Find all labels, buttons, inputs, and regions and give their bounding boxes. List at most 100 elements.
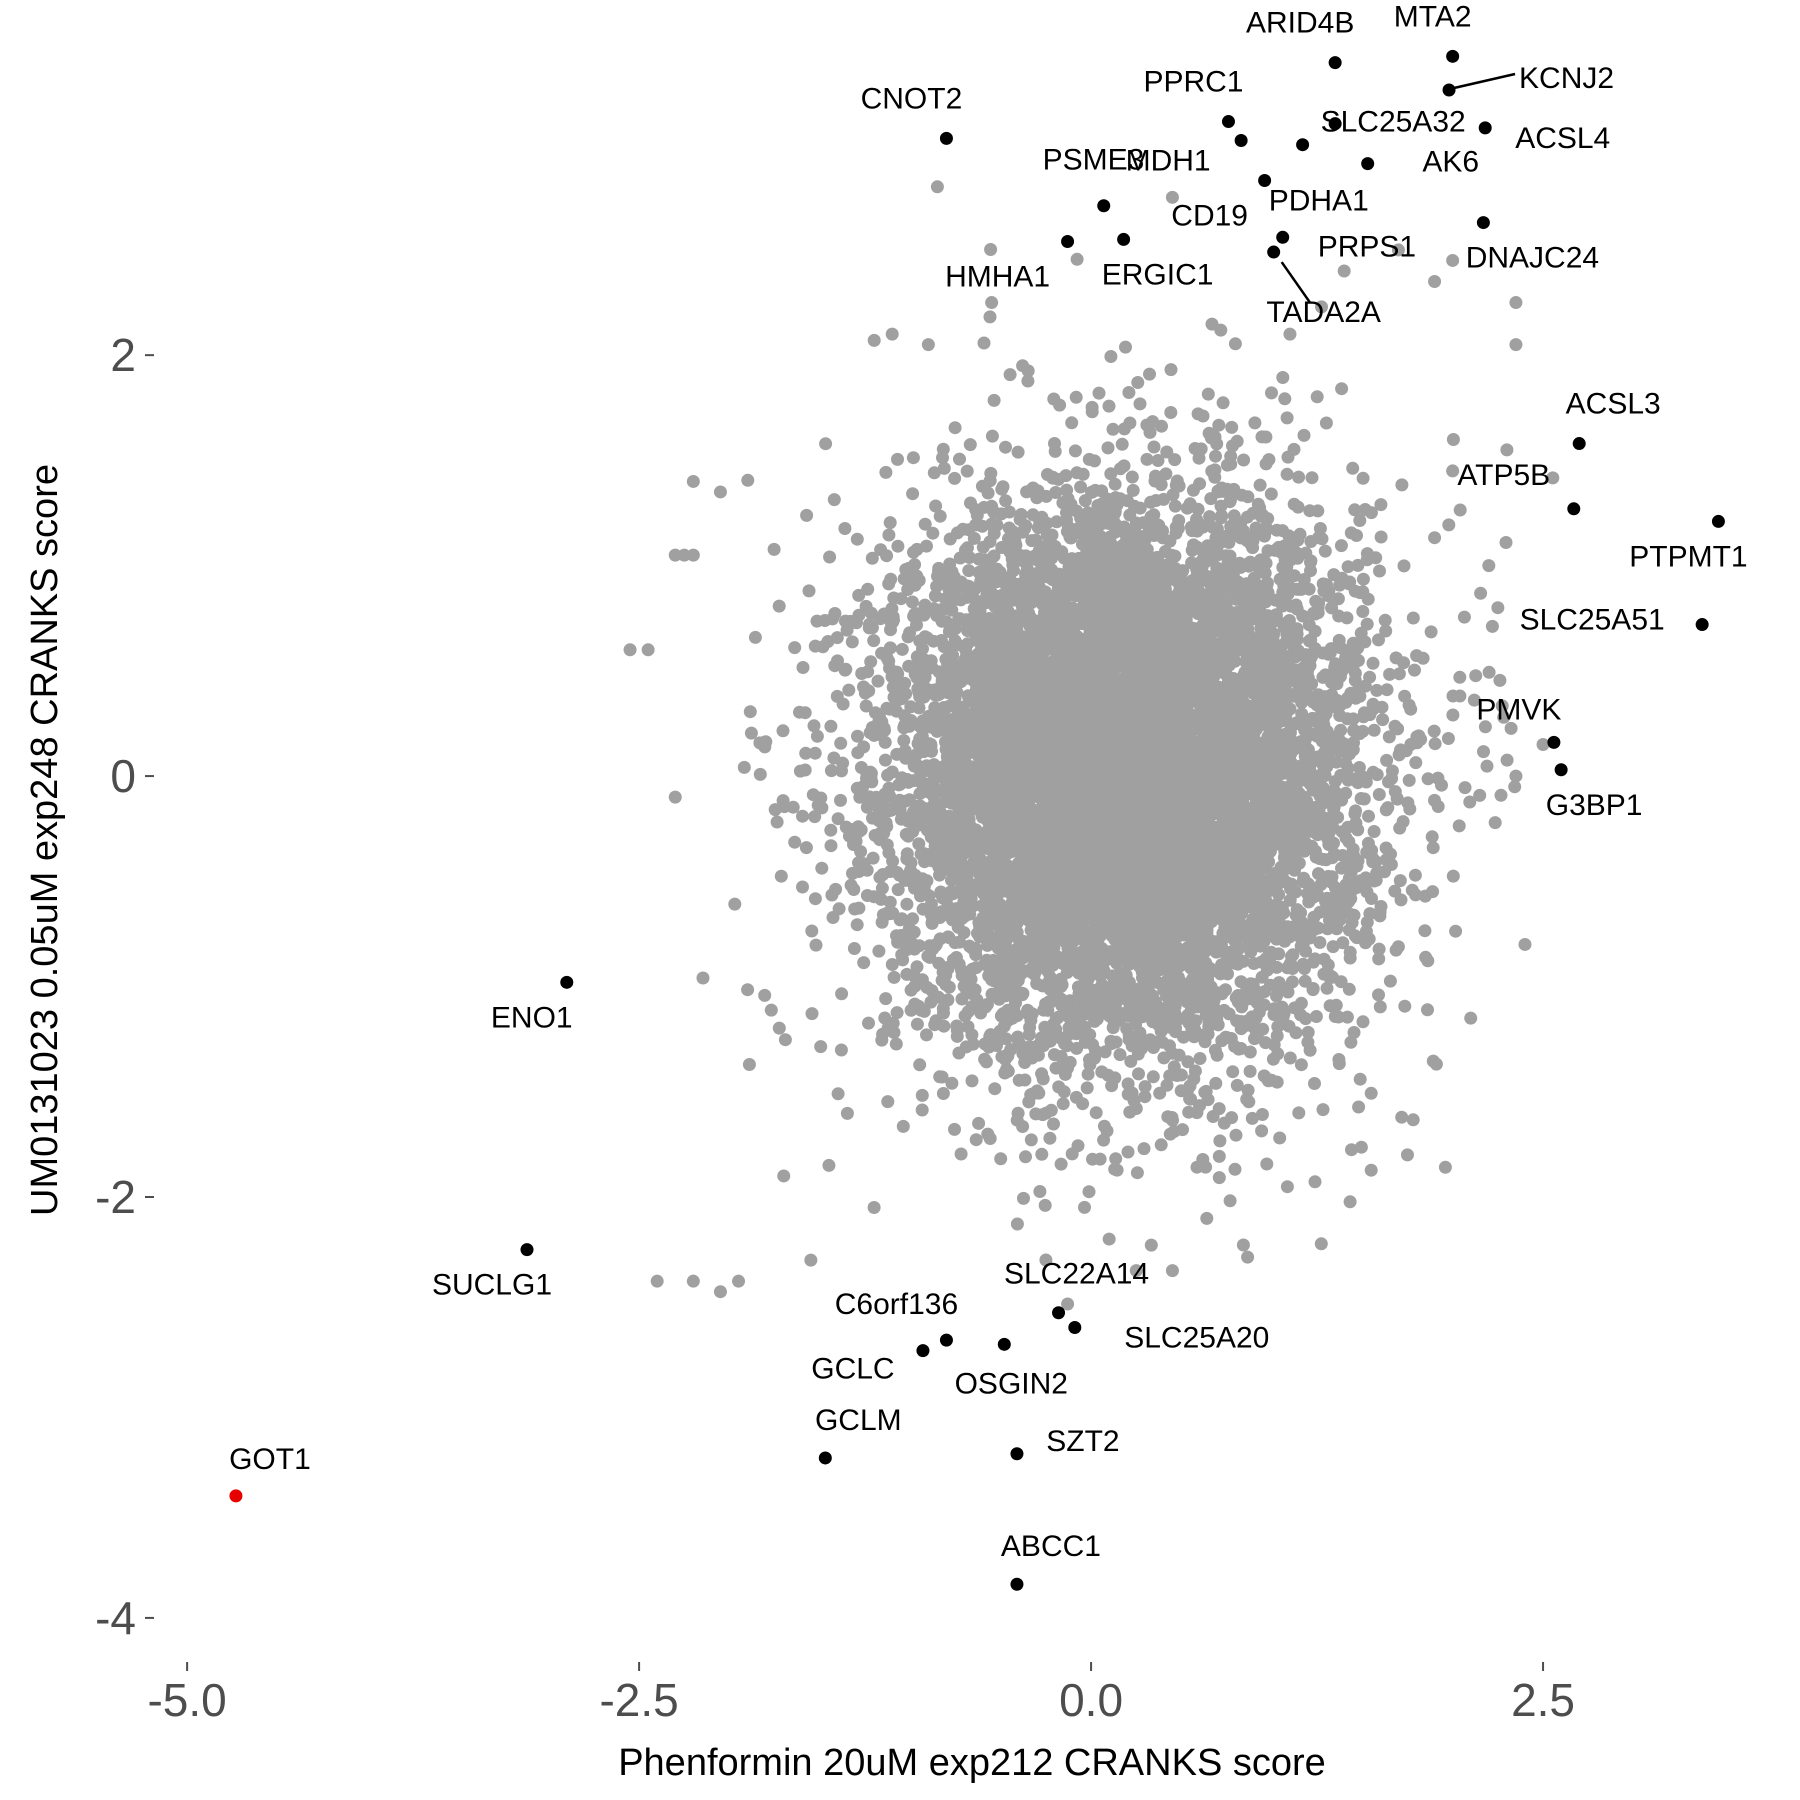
background-gene-point	[1194, 442, 1208, 456]
background-gene-point	[866, 851, 880, 865]
background-gene-point	[1061, 1297, 1075, 1311]
background-gene-point	[918, 517, 932, 531]
background-gene-point	[1228, 1162, 1242, 1176]
background-gene-point	[805, 1007, 819, 1021]
background-gene-point	[1123, 1105, 1137, 1119]
background-gene-point	[1323, 913, 1336, 927]
background-gene-point	[969, 961, 983, 975]
background-gene-point	[1230, 434, 1244, 448]
background-gene-point	[1241, 1250, 1255, 1264]
background-gene-point	[824, 764, 838, 778]
background-gene-point	[1199, 1084, 1213, 1098]
background-gene-point	[1367, 825, 1381, 838]
background-gene-point	[834, 793, 847, 807]
background-gene-point	[900, 897, 914, 911]
background-gene-point	[1259, 1036, 1272, 1050]
background-gene-point	[1370, 683, 1384, 697]
background-gene-point	[1354, 1140, 1368, 1154]
background-gene-point	[891, 883, 905, 897]
background-gene-point	[1145, 1005, 1159, 1018]
background-gene-point	[1318, 544, 1332, 558]
background-gene-point	[1404, 702, 1418, 716]
background-gene-point	[912, 837, 926, 851]
background-gene-point	[939, 978, 953, 991]
background-gene-point	[878, 753, 892, 767]
background-gene-point	[887, 970, 901, 984]
background-gene-point	[1382, 730, 1396, 744]
background-gene-point	[1147, 440, 1161, 454]
background-gene-point	[1406, 611, 1420, 625]
background-gene-point	[1043, 1131, 1057, 1145]
background-gene-point	[1169, 526, 1183, 540]
background-gene-point	[1315, 300, 1328, 314]
background-gene-point	[847, 942, 861, 955]
background-gene-point	[1389, 651, 1403, 665]
background-gene-point	[1364, 1163, 1378, 1177]
background-gene-point	[1357, 792, 1371, 806]
background-gene-point	[954, 1147, 968, 1161]
background-gene-point	[879, 992, 893, 1006]
background-gene-point	[1115, 437, 1129, 451]
background-gene-point	[1019, 1150, 1032, 1164]
background-gene-point	[1011, 445, 1025, 459]
background-gene-point	[1200, 1211, 1214, 1225]
background-gene-point	[1332, 1053, 1346, 1066]
background-gene-point	[865, 551, 879, 565]
background-gene-point	[831, 812, 845, 826]
background-gene-point	[741, 473, 755, 487]
background-gene-point	[1303, 1043, 1317, 1057]
background-gene-point	[1340, 611, 1354, 625]
background-gene-point	[772, 599, 786, 613]
background-gene-point	[1383, 667, 1397, 681]
background-gene-point	[835, 987, 849, 1001]
background-gene-point	[987, 393, 1001, 407]
background-gene-point	[1292, 1106, 1306, 1120]
background-gene-point	[744, 726, 758, 740]
background-gene-point	[834, 1043, 848, 1057]
background-gene-point	[1213, 1134, 1227, 1148]
background-gene-point	[1478, 720, 1492, 734]
background-gene-point	[867, 634, 881, 648]
background-gene-point	[985, 987, 999, 1001]
background-gene-point	[1049, 1061, 1063, 1075]
background-gene-point	[823, 550, 837, 564]
background-gene-point	[1356, 605, 1370, 618]
background-gene-point	[1428, 737, 1442, 751]
background-gene-point	[1390, 791, 1404, 805]
background-gene-point	[981, 1127, 995, 1141]
background-gene-point	[1314, 1237, 1328, 1251]
background-gene-point	[1137, 1142, 1151, 1156]
background-gene-point	[1308, 1175, 1322, 1189]
background-gene-point	[891, 452, 904, 466]
background-gene-point	[848, 902, 862, 916]
background-gene-point	[1457, 610, 1471, 624]
background-gene-point	[1546, 471, 1560, 485]
background-gene-point	[1237, 453, 1251, 467]
background-gene-point	[1131, 376, 1145, 389]
background-gene-point	[988, 1082, 1002, 1096]
background-gene-point	[933, 1070, 947, 1084]
background-gene-point	[815, 861, 829, 875]
background-gene-point	[1473, 788, 1487, 802]
background-gene-point	[1309, 594, 1323, 608]
background-gene-point	[1373, 564, 1386, 578]
background-gene-point	[834, 736, 848, 750]
background-gene-point	[1243, 1064, 1257, 1078]
background-gene-point	[1068, 444, 1082, 458]
background-gene-point	[972, 1116, 986, 1130]
background-gene-point	[1345, 1143, 1358, 1157]
background-gene-point	[1255, 1124, 1269, 1138]
background-gene-point	[1384, 847, 1397, 861]
background-gene-point	[948, 471, 962, 485]
background-gene-point	[845, 635, 859, 649]
background-gene-point	[808, 810, 822, 824]
background-gene-point	[926, 526, 940, 540]
background-gene-point	[1370, 768, 1384, 782]
background-gene-point	[1463, 795, 1477, 809]
background-gene-point	[905, 595, 919, 609]
background-gene-point	[772, 1021, 786, 1035]
background-gene-point	[1313, 936, 1327, 949]
background-gene-point	[824, 823, 838, 837]
background-gene-point	[1372, 633, 1385, 647]
background-gene-point	[840, 1106, 854, 1120]
